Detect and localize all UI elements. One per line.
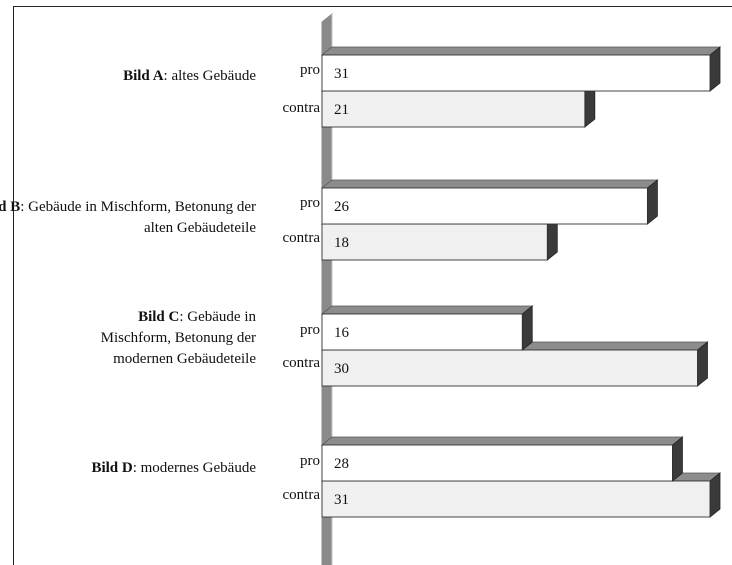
series-label-pro: pro bbox=[300, 195, 320, 211]
bar-top bbox=[320, 179, 659, 189]
category-label-bold: Bild C bbox=[138, 309, 180, 325]
bar-pro bbox=[320, 179, 659, 225]
bar-pro bbox=[320, 436, 684, 482]
series-label-contra: contra bbox=[282, 230, 320, 246]
data-label: 16 bbox=[334, 325, 350, 341]
bar-front bbox=[321, 54, 711, 92]
category-label-bold: Bild B bbox=[0, 199, 21, 215]
bar-pro bbox=[320, 46, 722, 92]
data-label: 30 bbox=[334, 361, 349, 377]
bar-top bbox=[320, 46, 722, 56]
data-label: 28 bbox=[334, 456, 349, 472]
series-label-contra: contra bbox=[282, 487, 320, 503]
data-labels: 21 31 18 26 30 16 31 28 bbox=[334, 66, 350, 508]
data-label: 26 bbox=[334, 199, 350, 215]
chart-border bbox=[13, 6, 732, 565]
bar-front bbox=[321, 187, 648, 225]
data-label: 21 bbox=[334, 102, 349, 118]
data-label: 18 bbox=[334, 235, 349, 251]
bar-front bbox=[321, 349, 698, 387]
series-label-contra: contra bbox=[282, 355, 320, 371]
bar-side bbox=[709, 46, 721, 92]
category-label: Bild B: Gebäude in Mischform, Betonung d… bbox=[0, 197, 256, 239]
bar-front bbox=[321, 480, 711, 518]
category-label: Bild A: altes Gebäude bbox=[123, 66, 256, 87]
series-label-pro: pro bbox=[300, 62, 320, 78]
category-label: Bild D: modernes Gebäude bbox=[91, 458, 256, 479]
bar-top bbox=[320, 305, 534, 315]
data-label: 31 bbox=[334, 492, 349, 508]
bar-front bbox=[321, 313, 523, 351]
category-label-rest: : altes Gebäude bbox=[163, 68, 256, 84]
bar-side bbox=[521, 305, 533, 351]
category-label-rest: : modernes Gebäude bbox=[132, 460, 256, 476]
category-label-bold: Bild D bbox=[91, 460, 133, 476]
series-label-pro: pro bbox=[300, 453, 320, 469]
bar-front bbox=[321, 444, 673, 482]
bar-front bbox=[321, 223, 548, 261]
bar-front bbox=[321, 90, 586, 128]
bars bbox=[320, 46, 722, 518]
category-label-rest: : Gebäude in Mischform, Betonung der alt… bbox=[20, 199, 256, 236]
bar-side bbox=[672, 436, 683, 482]
bar-top bbox=[320, 436, 684, 446]
bar-pro bbox=[320, 305, 534, 351]
category-label-rest: : Gebäude in Mischform, Betonung der mod… bbox=[100, 309, 256, 367]
bar-side bbox=[709, 472, 721, 518]
series-label-contra: contra bbox=[282, 100, 320, 116]
series-label-pro: pro bbox=[300, 322, 320, 338]
category-label-bold: Bild A bbox=[123, 68, 164, 84]
bar-side bbox=[647, 179, 658, 225]
bar-side bbox=[697, 341, 708, 387]
axis-wall-face bbox=[321, 12, 333, 565]
data-label: 31 bbox=[334, 66, 349, 82]
category-label: Bild C: Gebäude in Mischform, Betonung d… bbox=[96, 307, 256, 370]
